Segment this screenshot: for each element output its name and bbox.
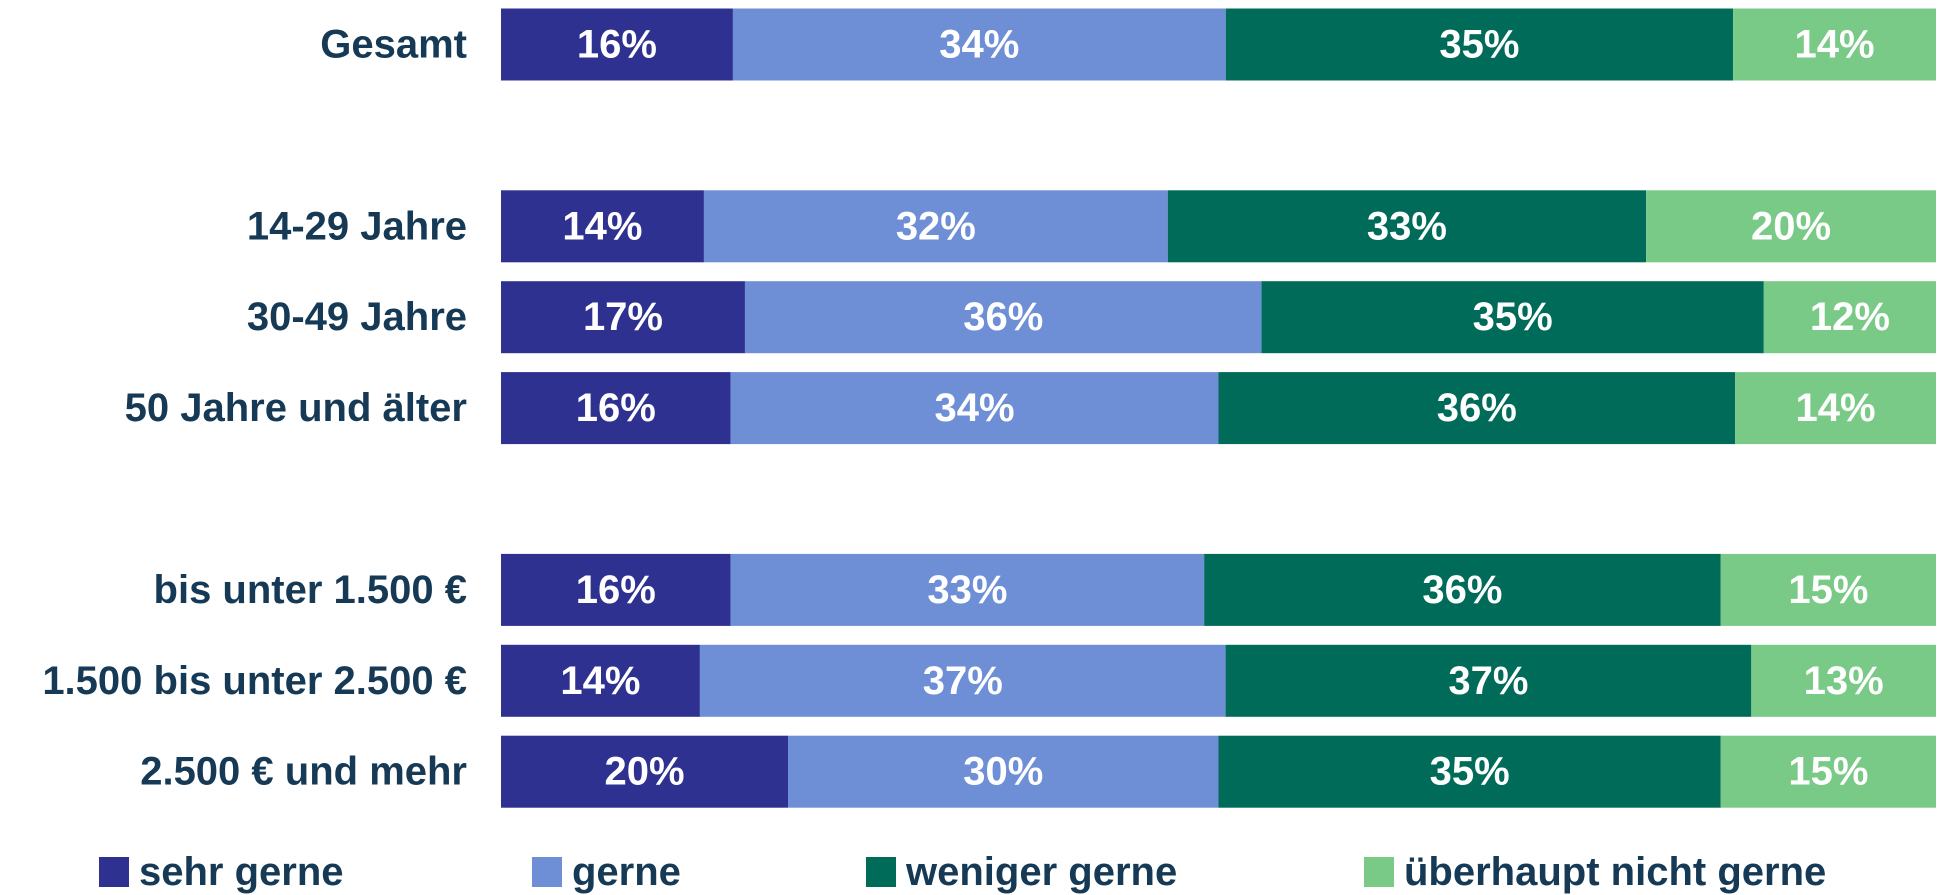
bar-segment: [501, 553, 731, 626]
bar-segment: [1733, 8, 1936, 81]
value-label: 36%: [1437, 386, 1517, 430]
bar-segment: [1167, 190, 1647, 263]
bar-segment: [744, 281, 1262, 354]
value-label: 16%: [576, 386, 656, 430]
legend-label: sehr gerne: [139, 850, 344, 894]
bar-segment: [732, 8, 1226, 81]
category-label: 2.500 € und mehr: [140, 750, 467, 794]
bar-segment: [788, 735, 1219, 808]
bar-segment: [699, 644, 1226, 717]
value-label: 35%: [1473, 295, 1553, 339]
bar-segment: [1720, 735, 1936, 808]
category-label: 1.500 bis unter 2.500 €: [42, 659, 467, 703]
category-label: 50 Jahre und älter: [125, 386, 467, 430]
value-label: 34%: [935, 386, 1015, 430]
category-label: 14-29 Jahre: [247, 204, 467, 248]
value-label: 14%: [1796, 386, 1876, 430]
legend-label: überhaupt nicht gerne: [1404, 850, 1826, 894]
legend-swatch: [866, 857, 896, 887]
value-label: 12%: [1810, 295, 1890, 339]
value-label: 14%: [1795, 23, 1875, 67]
bar-segment: [1225, 8, 1734, 81]
value-label: 36%: [1422, 568, 1502, 612]
category-label: Gesamt: [320, 23, 467, 67]
bar-segment: [1225, 644, 1752, 717]
bar-segment: [730, 553, 1205, 626]
bar-segment: [501, 644, 700, 717]
bar-segment: [1261, 281, 1764, 354]
bar-segment: [1735, 372, 1936, 445]
category-label: bis unter 1.500 €: [154, 568, 467, 612]
value-label: 33%: [927, 568, 1007, 612]
bar-segment: [1751, 644, 1936, 717]
value-label: 34%: [939, 23, 1019, 67]
bar-segment: [1218, 735, 1721, 808]
bar-segment: [730, 372, 1219, 445]
value-label: 16%: [576, 568, 656, 612]
legend-label: gerne: [572, 850, 681, 894]
bar-segment: [1720, 553, 1936, 626]
value-label: 15%: [1788, 568, 1868, 612]
value-label: 33%: [1367, 204, 1447, 248]
legend-label: weniger gerne: [905, 850, 1177, 894]
value-label: 37%: [1448, 659, 1528, 703]
bar-segment: [1763, 281, 1936, 354]
value-label: 14%: [560, 659, 640, 703]
value-label: 37%: [923, 659, 1003, 703]
category-label: 30-49 Jahre: [247, 295, 467, 339]
value-label: 30%: [963, 750, 1043, 794]
value-label: 35%: [1430, 750, 1510, 794]
legend-swatch: [99, 857, 129, 887]
value-label: 20%: [1751, 204, 1831, 248]
bar-segment: [1646, 190, 1936, 263]
value-label: 17%: [583, 295, 663, 339]
bar-segment: [501, 281, 745, 354]
bar-segment: [501, 8, 733, 81]
value-label: 15%: [1788, 750, 1868, 794]
value-label: 14%: [562, 204, 642, 248]
bar-segment: [703, 190, 1168, 263]
value-label: 32%: [896, 204, 976, 248]
bar-segment: [1204, 553, 1721, 626]
legend-swatch: [532, 857, 562, 887]
bar-segment: [501, 735, 788, 808]
bar-segment: [1218, 372, 1736, 445]
value-label: 13%: [1804, 659, 1884, 703]
value-label: 16%: [577, 23, 657, 67]
value-label: 20%: [604, 750, 684, 794]
bar-segment: [501, 372, 731, 445]
value-label: 36%: [963, 295, 1043, 339]
bar-segment: [501, 190, 704, 263]
value-label: 35%: [1439, 23, 1519, 67]
legend-swatch: [1364, 857, 1394, 887]
